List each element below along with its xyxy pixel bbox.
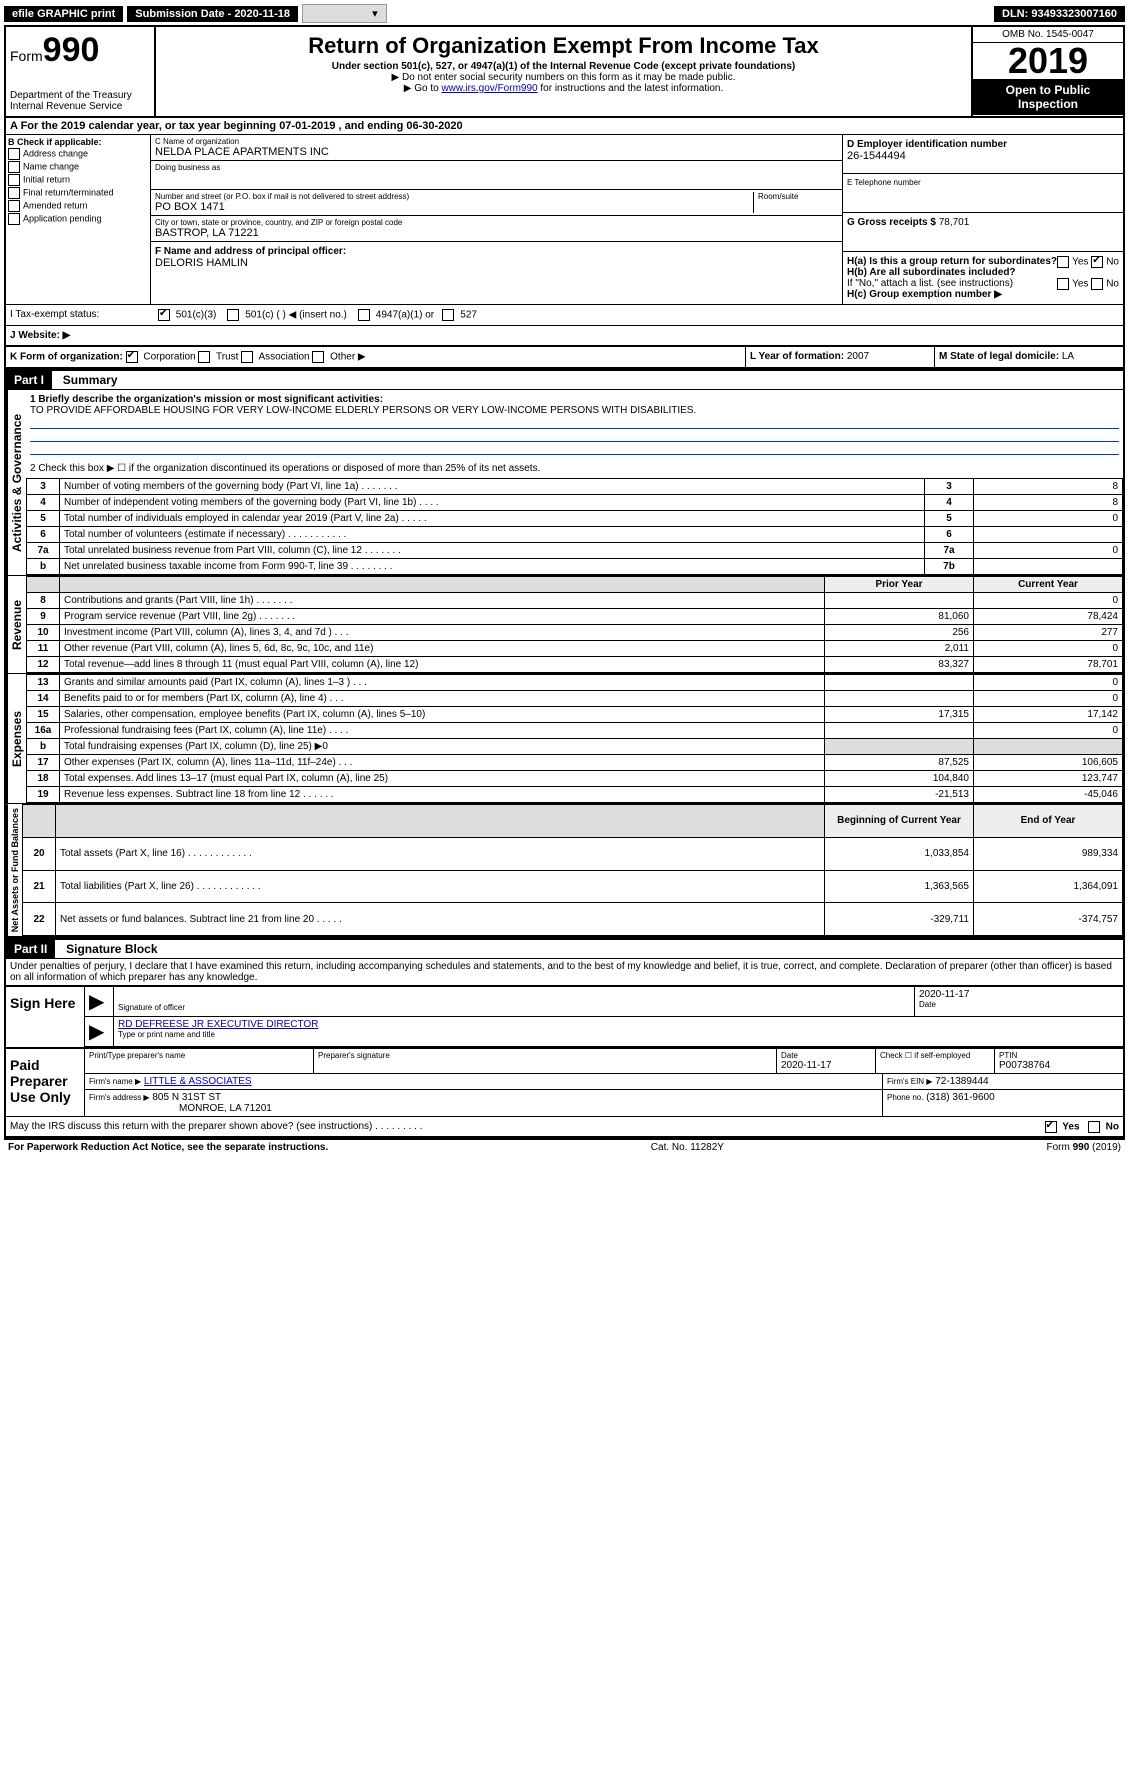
org-name: NELDA PLACE APARTMENTS INC	[155, 146, 838, 158]
q1: 1 Briefly describe the organization's mi…	[26, 390, 1123, 459]
i-label: I Tax-exempt status:	[6, 305, 154, 325]
e-label: E Telephone number	[847, 178, 1119, 187]
form-title: Return of Organization Exempt From Incom…	[160, 33, 967, 59]
dropdown-btn[interactable]: ▾	[302, 4, 387, 23]
d-label: D Employer identification number	[847, 139, 1119, 150]
vtext-exp: Expenses	[6, 674, 26, 803]
m-cell: M State of legal domicile: LA	[934, 347, 1123, 367]
city: BASTROP, LA 71221	[155, 227, 838, 239]
checkbox-option[interactable]: Amended return	[8, 200, 148, 212]
f-label: F Name and address of principal officer:	[155, 246, 838, 257]
vtext-net: Net Assets or Fund Balances	[6, 804, 22, 936]
checkbox-option[interactable]: Initial return	[8, 174, 148, 186]
dept-treasury: Department of the Treasury Internal Reve…	[10, 90, 150, 112]
hc: H(c) Group exemption number ▶	[847, 289, 1119, 300]
part1-header: Part I	[6, 371, 52, 389]
part1-title: Summary	[55, 373, 118, 387]
form-container: Form990 Department of the Treasury Inter…	[4, 25, 1125, 1138]
q2: 2 Check this box ▶ ☐ if the organization…	[26, 459, 1123, 478]
tax-year: 2019	[973, 43, 1123, 79]
vtext-gov: Activities & Governance	[6, 390, 26, 575]
irs-link[interactable]: www.irs.gov/Form990	[441, 83, 537, 94]
top-bar: efile GRAPHIC print Submission Date - 20…	[4, 4, 1125, 23]
part2-header: Part II	[6, 940, 55, 958]
firm-link[interactable]: LITTLE & ASSOCIATES	[144, 1076, 252, 1087]
officer-name-link[interactable]: RD DEFREESE JR EXECUTIVE DIRECTOR	[118, 1019, 318, 1030]
i-opts: 501(c)(3) 501(c) ( ) ◀ (insert no.) 4947…	[154, 305, 1123, 325]
g-val: 78,701	[939, 217, 970, 228]
l-cell: L Year of formation: 2007	[745, 347, 934, 367]
open-inspection: Open to Public Inspection	[973, 79, 1123, 115]
dln: DLN: 93493323007160	[994, 6, 1125, 22]
form-number: Form990	[10, 31, 150, 70]
addr-label: Number and street (or P.O. box if mail i…	[155, 192, 753, 201]
checkbox-option[interactable]: Address change	[8, 148, 148, 160]
form-subtitle: Under section 501(c), 527, or 4947(a)(1)…	[160, 61, 967, 72]
submission-btn[interactable]: Submission Date - 2020-11-18	[127, 6, 298, 22]
note-link: ▶ Go to www.irs.gov/Form990 for instruct…	[160, 83, 967, 94]
footer: For Paperwork Reduction Act Notice, see …	[4, 1138, 1125, 1155]
city-label: City or town, state or province, country…	[155, 218, 838, 227]
checkbox-option[interactable]: Name change	[8, 161, 148, 173]
sign-here: Sign Here	[6, 987, 84, 1047]
perjury: Under penalties of perjury, I declare th…	[6, 959, 1123, 985]
c-label: C Name of organization	[155, 137, 838, 146]
ha: H(a) Is this a group return for subordin…	[847, 256, 1119, 267]
officer: DELORIS HAMLIN	[155, 257, 838, 269]
addr: PO BOX 1471	[155, 201, 753, 213]
efile-btn[interactable]: efile GRAPHIC print	[4, 6, 123, 22]
ein: 26-1544494	[847, 150, 1119, 162]
paid-preparer: Paid Preparer Use Only	[6, 1049, 84, 1116]
checkbox-option[interactable]: Application pending	[8, 213, 148, 225]
block-b: B Check if applicable: Address changeNam…	[6, 135, 151, 304]
part2-title: Signature Block	[58, 942, 157, 956]
hb: H(b) Are all subordinates included? Yes …	[847, 267, 1119, 278]
note-ssn: ▶ Do not enter social security numbers o…	[160, 72, 967, 83]
vtext-rev: Revenue	[6, 576, 26, 673]
g-label: G Gross receipts $	[847, 217, 936, 228]
period-row: A For the 2019 calendar year, or tax yea…	[6, 118, 1123, 135]
dba-label: Doing business as	[155, 163, 838, 172]
discuss-row: May the IRS discuss this return with the…	[6, 1116, 1123, 1136]
checkbox-option[interactable]: Final return/terminated	[8, 187, 148, 199]
room-label: Room/suite	[758, 192, 838, 201]
j-label: J Website: ▶	[6, 326, 74, 345]
k-row: K Form of organization: Corporation Trus…	[6, 347, 745, 367]
